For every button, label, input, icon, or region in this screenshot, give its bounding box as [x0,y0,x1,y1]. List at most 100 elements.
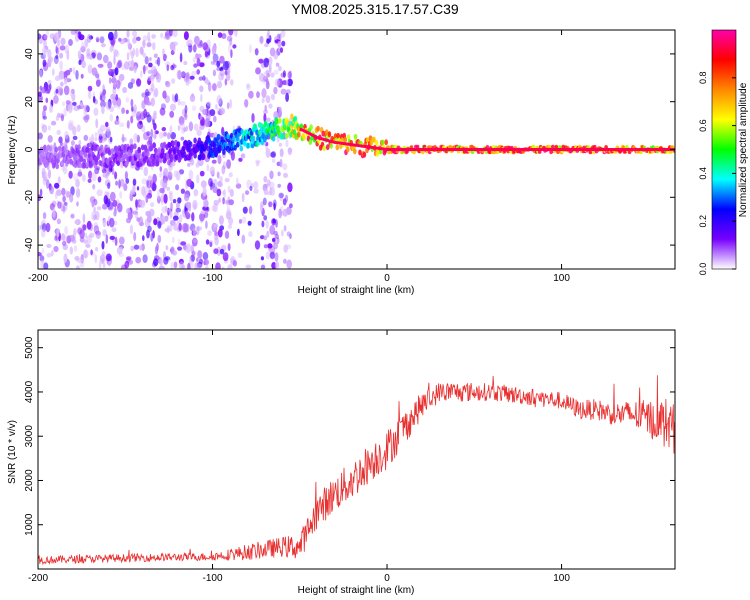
heatmap-cell [42,115,48,120]
heatmap-cell [166,208,173,213]
heatmap-cell [146,150,150,157]
heatmap-cell [199,62,205,68]
heatmap-cell [143,131,149,141]
heatmap-ridge-core [299,127,675,151]
heatmap-cell [78,140,82,145]
heatmap-cell [271,135,276,142]
colorbar-tick-label: 0.8 [698,72,708,85]
heatmap-cell [184,112,188,121]
heatmap-cell [173,261,178,269]
heatmap-cell [83,239,88,245]
heatmap-cell [160,103,166,110]
heatmap-cell [196,225,200,236]
heatmap-cell [66,191,71,198]
heatmap-cell [207,82,212,92]
heatmap-cell [198,125,205,131]
heatmap-cell [253,181,259,190]
heatmap-cell [162,179,168,189]
heatmap-cell [281,229,284,237]
heatmap-cell [79,229,85,239]
heatmap-cell [211,159,217,164]
heatmap-cell [236,177,239,186]
heatmap-cell [151,160,155,167]
heatmap-cell [56,200,60,206]
heatmap-cell [265,220,269,229]
heatmap-cell [49,203,55,211]
colorbar-tick-label: 0.2 [698,215,708,228]
x-tick-label: 0 [384,273,390,284]
heatmap-cell [115,117,120,125]
x-tick-label: -100 [203,273,223,284]
heatmap-cell [108,31,114,41]
heatmap-cell [248,205,253,215]
heatmap-cell [101,168,107,174]
heatmap-cell [237,252,243,258]
heatmap-cell [153,133,157,139]
heatmap-cell [96,206,102,211]
heatmap-cell [276,237,280,245]
heatmap-cell [170,64,174,71]
heatmap-cell [266,230,270,238]
heatmap-cell [196,226,203,231]
heatmap-cell [268,63,272,74]
heatmap-cell [221,72,225,80]
heatmap-cell [135,111,141,122]
heatmap-cell [135,135,139,140]
heatmap-cell [208,177,213,187]
heatmap-cell [159,171,163,178]
heatmap-cell [271,238,276,242]
heatmap-cell [53,245,59,253]
heatmap-cell [178,169,185,175]
heatmap-cell [184,104,188,114]
heatmap-cell [113,48,119,57]
heatmap-cell [175,184,180,191]
heatmap-cell [113,210,117,217]
heatmap-cell [196,69,200,75]
heatmap-cell [143,65,146,75]
heatmap-cell [163,35,169,40]
heatmap-cell [203,211,209,219]
heatmap-cell [116,115,119,122]
heatmap-cell [132,37,137,44]
heatmap-cell [83,249,88,259]
colorbar-tick-label: 0.0 [698,263,708,276]
heatmap-cell [154,130,159,135]
heatmap-cell [214,230,218,235]
heatmap-cell [75,69,79,80]
heatmap-cell [41,156,45,163]
heatmap-cell [136,217,140,222]
heatmap-cell [41,219,47,228]
heatmap-cell [43,105,47,112]
heatmap-cell [200,180,207,189]
heatmap-cell [65,190,69,198]
heatmap-cell [263,109,268,115]
heatmap-cell [224,230,230,239]
heatmap-cell [133,104,137,113]
heatmap-cell [126,120,130,129]
heatmap-cell [39,69,43,79]
heatmap-cell [115,94,119,101]
heatmap-cell [165,61,171,68]
x-tick-label: 0 [384,573,390,584]
x-tick-label: -100 [203,573,223,584]
heatmap-cell [63,77,68,85]
heatmap-cell [157,195,161,204]
heatmap-cell [70,140,75,146]
heatmap-cell [167,171,173,181]
heatmap-cell [109,191,116,202]
heatmap-cell [130,115,134,124]
heatmap-cell [219,107,225,115]
heatmap-cell [102,89,107,96]
heatmap-cell [277,117,282,124]
heatmap-cell [146,131,151,137]
heatmap-cell [93,107,99,116]
heatmap-cell [191,250,196,258]
heatmap-cell [59,45,66,51]
heatmap-cell [46,84,51,94]
heatmap-cell [221,266,225,269]
heatmap-cell [112,83,117,90]
heatmap-cell [236,135,240,142]
heatmap-cell [260,204,264,213]
heatmap-cell [110,45,115,52]
heatmap-cell [287,147,293,153]
